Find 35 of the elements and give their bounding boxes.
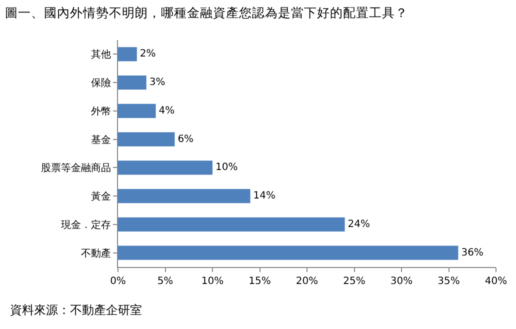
x-tick-label: 15%	[248, 276, 271, 287]
data-label: 10%	[216, 162, 238, 174]
bar	[118, 188, 250, 204]
x-tick-label: 30%	[390, 276, 413, 287]
y-tick-label: 基金	[91, 134, 111, 146]
y-tick-label: 現金．定存	[61, 218, 111, 231]
bar	[118, 47, 137, 62]
y-tick-label: 不動產	[81, 247, 111, 260]
x-tick-label: 20%	[296, 276, 318, 287]
data-label: 4%	[158, 105, 175, 116]
bar	[118, 160, 212, 175]
source-note: 資料來源：不動產企研室	[10, 303, 142, 317]
bar	[118, 75, 146, 90]
bar	[118, 104, 156, 118]
y-tick-label: 黃金	[91, 190, 111, 203]
data-label: 24%	[348, 218, 370, 230]
x-tick-label: 25%	[343, 276, 366, 287]
y-tick-label: 其他	[91, 48, 111, 61]
y-tick-label: 股票等金融商品	[41, 162, 111, 174]
data-label: 3%	[149, 77, 166, 88]
y-tick-label: 外幣	[91, 105, 111, 118]
data-label: 2%	[140, 48, 156, 60]
bar	[118, 132, 175, 146]
bar	[118, 246, 458, 260]
data-label: 6%	[178, 134, 194, 145]
data-label: 36%	[461, 247, 484, 258]
x-tick-label: 0%	[110, 276, 126, 287]
y-tick-label: 保險	[91, 77, 111, 90]
x-tick-label: 5%	[157, 276, 174, 287]
x-tick-label: 10%	[201, 276, 224, 287]
chart-title: 圖一、國內外情勢不明朗，哪種金融資產您認為是當下好的配置工具？	[5, 4, 408, 20]
data-label: 14%	[253, 190, 276, 202]
x-tick-label: 40%	[484, 276, 508, 287]
bar	[118, 217, 345, 232]
x-tick-label: 35%	[438, 276, 460, 287]
